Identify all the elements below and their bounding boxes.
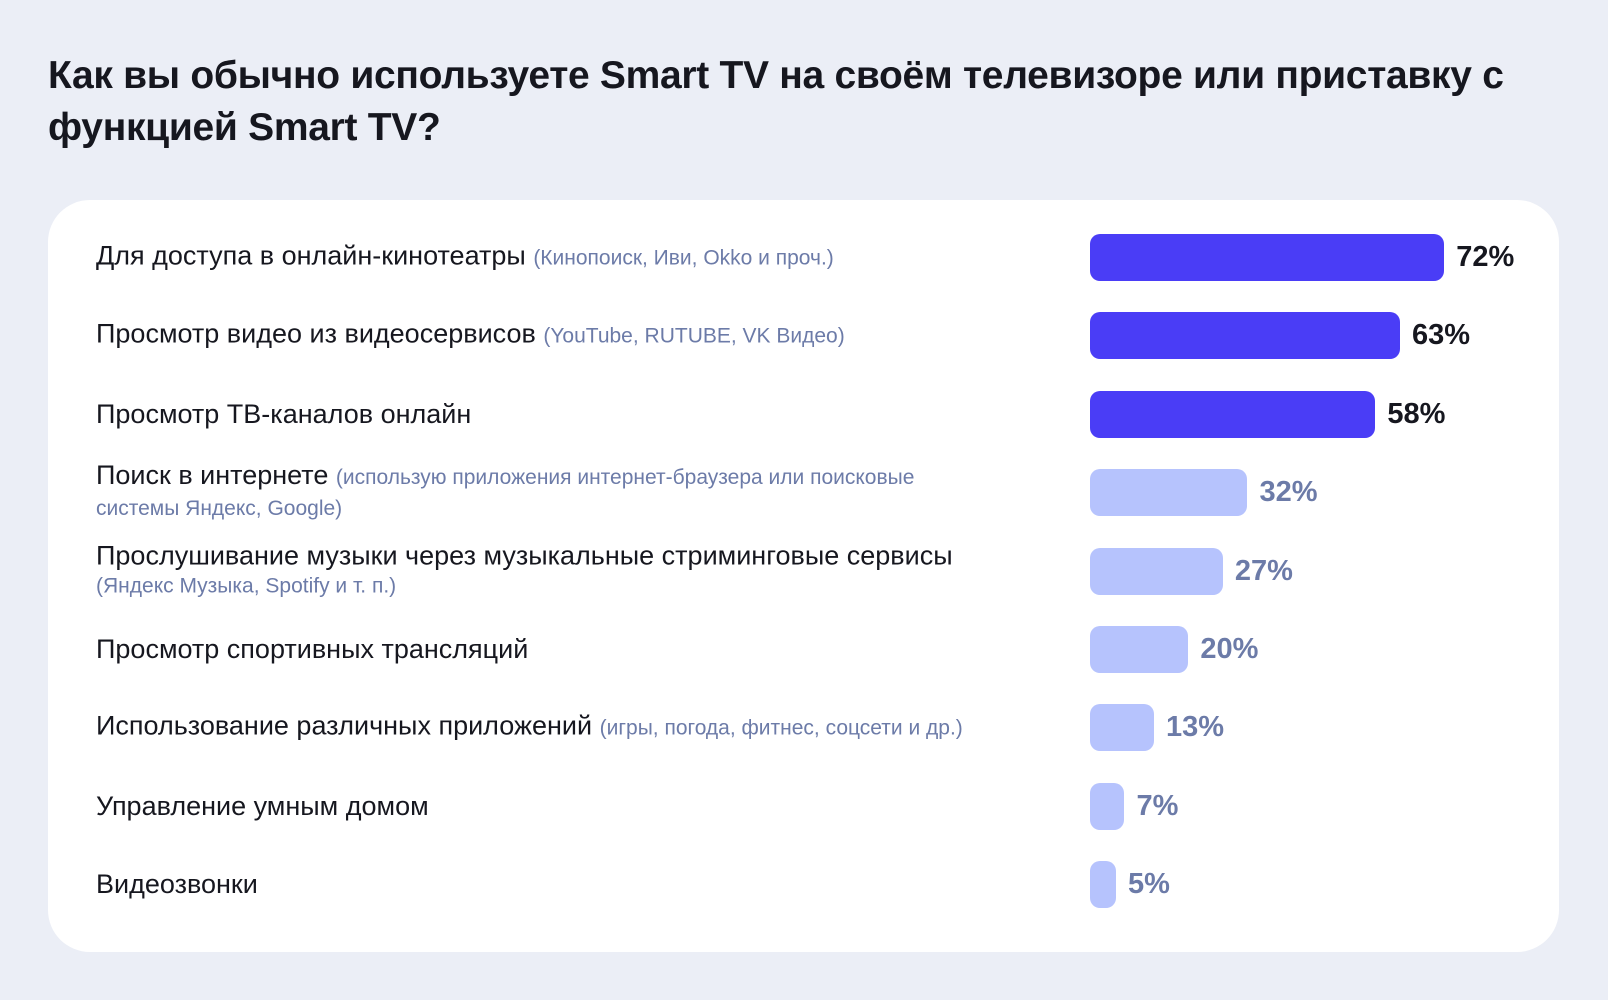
category-label: Просмотр видео из видеосервисов	[96, 318, 536, 349]
category-note: (Кинопоиск, Иви, Okko и проч.)	[533, 246, 834, 270]
row-label: Видеозвонки	[96, 870, 996, 898]
category-label: Прослушивание музыки через музыкальные с…	[96, 540, 953, 571]
value-label: 13%	[1165, 711, 1224, 744]
row-label: Прослушивание музыки через музыкальные с…	[96, 541, 996, 600]
bar	[1090, 469, 1248, 517]
value-label: 32%	[1259, 476, 1318, 509]
category-label: Использование различных приложений	[96, 710, 593, 741]
value-label: 72%	[1456, 241, 1515, 273]
chart-row: Поиск в интернете (использую приложения …	[48, 453, 1559, 531]
bar	[1090, 861, 1116, 909]
value-label: 5%	[1128, 868, 1170, 901]
chart-row: Просмотр спортивных трансляций 20%	[48, 610, 1559, 688]
chart-row: Прослушивание музыки через музыкальные с…	[48, 532, 1559, 610]
row-label: Просмотр ТВ-каналов онлайн	[96, 400, 996, 428]
row-label: Использование различных приложений (игры…	[96, 712, 996, 743]
row-label: Просмотр видео из видеосервисов (YouTube…	[96, 320, 996, 351]
value-label: 58%	[1387, 397, 1446, 430]
chart-card: Для доступа в онлайн-кинотеатры (Кинопои…	[48, 200, 1559, 952]
row-label: Просмотр спортивных трансляций	[96, 635, 996, 663]
category-note: (игры, погода, фитнес, соцсети и др.)	[599, 716, 963, 740]
category-note: (использую приложения интернет-браузера …	[96, 466, 915, 521]
chart-row: Просмотр видео из видеосервисов (YouTube…	[48, 296, 1559, 374]
bar	[1090, 704, 1154, 752]
category-note: (Яндекс Музыка, Spotify и т. п.)	[96, 574, 397, 598]
category-label: Просмотр спортивных трансляций	[96, 634, 529, 664]
value-label: 20%	[1200, 633, 1259, 665]
chart-row: Видеозвонки 5%	[48, 845, 1559, 923]
bar	[1090, 782, 1125, 830]
value-label: 7%	[1136, 789, 1179, 822]
chart-title: Как вы обычно используете Smart TV на св…	[48, 54, 1504, 149]
category-label: Просмотр ТВ-каналов онлайн	[96, 398, 472, 429]
row-label: Для доступа в онлайн-кинотеатры (Кинопои…	[96, 242, 996, 273]
chart-row: Использование различных приложений (игры…	[48, 688, 1559, 766]
value-label: 63%	[1411, 319, 1470, 352]
row-label: Поиск в интернете (использую приложения …	[96, 461, 996, 523]
bar	[1090, 626, 1189, 673]
chart-row: Управление умным домом 7%	[48, 767, 1559, 845]
row-label: Управление умным домом	[96, 792, 996, 820]
category-label: Для доступа в онлайн-кинотеатры	[96, 240, 526, 271]
bar	[1090, 312, 1400, 360]
category-label: Поиск в интернете	[96, 460, 329, 491]
category-label: Видеозвонки	[96, 869, 258, 900]
category-label: Управление умным домом	[96, 790, 429, 821]
bar	[1090, 234, 1445, 281]
bar	[1090, 547, 1223, 595]
bar	[1090, 390, 1376, 438]
chart-row: Для доступа в онлайн-кинотеатры (Кинопои…	[48, 218, 1559, 296]
chart-row: Просмотр ТВ-каналов онлайн 58%	[48, 375, 1559, 453]
value-label: 27%	[1234, 554, 1293, 587]
category-note: (YouTube, RUTUBE, VK Видео)	[543, 324, 845, 348]
